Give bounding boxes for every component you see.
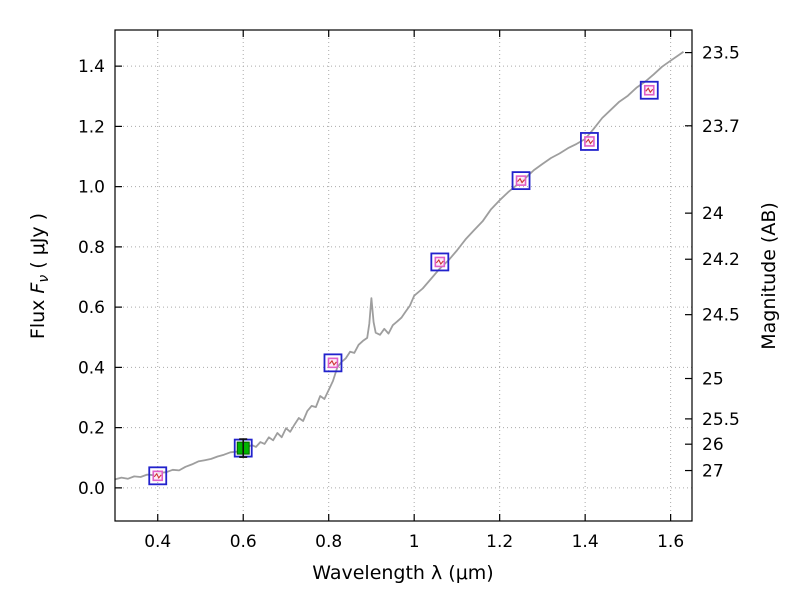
y-tick-right-label: 27 bbox=[702, 462, 724, 482]
y-tick-right-label: 23.5 bbox=[702, 44, 740, 64]
photometry-point-model bbox=[511, 171, 531, 191]
y-tick-left-label: 0.6 bbox=[78, 298, 105, 318]
model-square-icon bbox=[580, 132, 599, 151]
y-tick-right-label: 25.5 bbox=[702, 410, 740, 430]
model-square-icon bbox=[639, 80, 659, 100]
x-tick-label: 0.6 bbox=[230, 532, 257, 552]
model-square-icon bbox=[430, 252, 450, 272]
plot-area: 0.4 0.6 0.8 1 1.2 1.4 1.6 0.0 0.2 0.4 0.6 0.8 1.0 1.2… bbox=[78, 29, 740, 552]
y-axis-label-right: Magnitude (AB) bbox=[758, 202, 780, 350]
y-tick-left-label: 0.0 bbox=[78, 479, 105, 499]
photometry-point-model bbox=[148, 466, 168, 486]
y-tick-left-label: 1.4 bbox=[78, 57, 105, 77]
photometry-point-model bbox=[639, 80, 659, 100]
inner-detail-icon bbox=[517, 177, 525, 184]
y-tick-left-label: 0.8 bbox=[78, 238, 105, 258]
y-tick-right-label: 24.5 bbox=[702, 306, 740, 326]
y-tick-right-label: 23.7 bbox=[702, 117, 740, 137]
y-tick-right-label: 24.2 bbox=[702, 250, 740, 270]
y-tick-right-label: 24 bbox=[702, 204, 724, 224]
x-tick-label: 1.4 bbox=[572, 532, 599, 552]
x-tick-label: 1.2 bbox=[486, 532, 513, 552]
x-tick-label: 0.8 bbox=[315, 532, 342, 552]
plot-border bbox=[114, 29, 693, 522]
y-tick-right-label: 25 bbox=[702, 370, 724, 390]
model-square-icon bbox=[323, 353, 343, 373]
y-tick-left-label: 1.0 bbox=[78, 178, 105, 198]
spectrum-line bbox=[114, 50, 685, 481]
y-tick-right-label: 26 bbox=[702, 435, 724, 455]
y-tick-left-label: 0.4 bbox=[78, 358, 105, 378]
photometry-point-model bbox=[323, 353, 343, 373]
photometry-point-observed bbox=[233, 438, 253, 458]
y-tick-left-label: 1.2 bbox=[78, 117, 105, 137]
y-axis-label-left: Flux Fν ( μJy ) bbox=[27, 213, 52, 339]
y-tick-left-label: 0.2 bbox=[78, 419, 105, 439]
inner-detail-icon bbox=[585, 138, 594, 145]
model-square-icon bbox=[148, 466, 168, 486]
inner-detail-icon bbox=[329, 359, 337, 366]
x-axis-label: Wavelength λ (μm) bbox=[312, 562, 493, 584]
x-tick-label: 1 bbox=[409, 532, 420, 552]
x-tick-label: 0.4 bbox=[144, 532, 171, 552]
inner-detail-icon bbox=[435, 258, 444, 265]
inner-detail-icon bbox=[153, 472, 162, 479]
inner-detail-icon bbox=[645, 87, 654, 94]
x-tick-label: 1.6 bbox=[657, 532, 684, 552]
model-square-icon bbox=[511, 171, 531, 191]
photometry-point-model bbox=[430, 252, 450, 272]
photometry-point-model bbox=[580, 132, 599, 151]
